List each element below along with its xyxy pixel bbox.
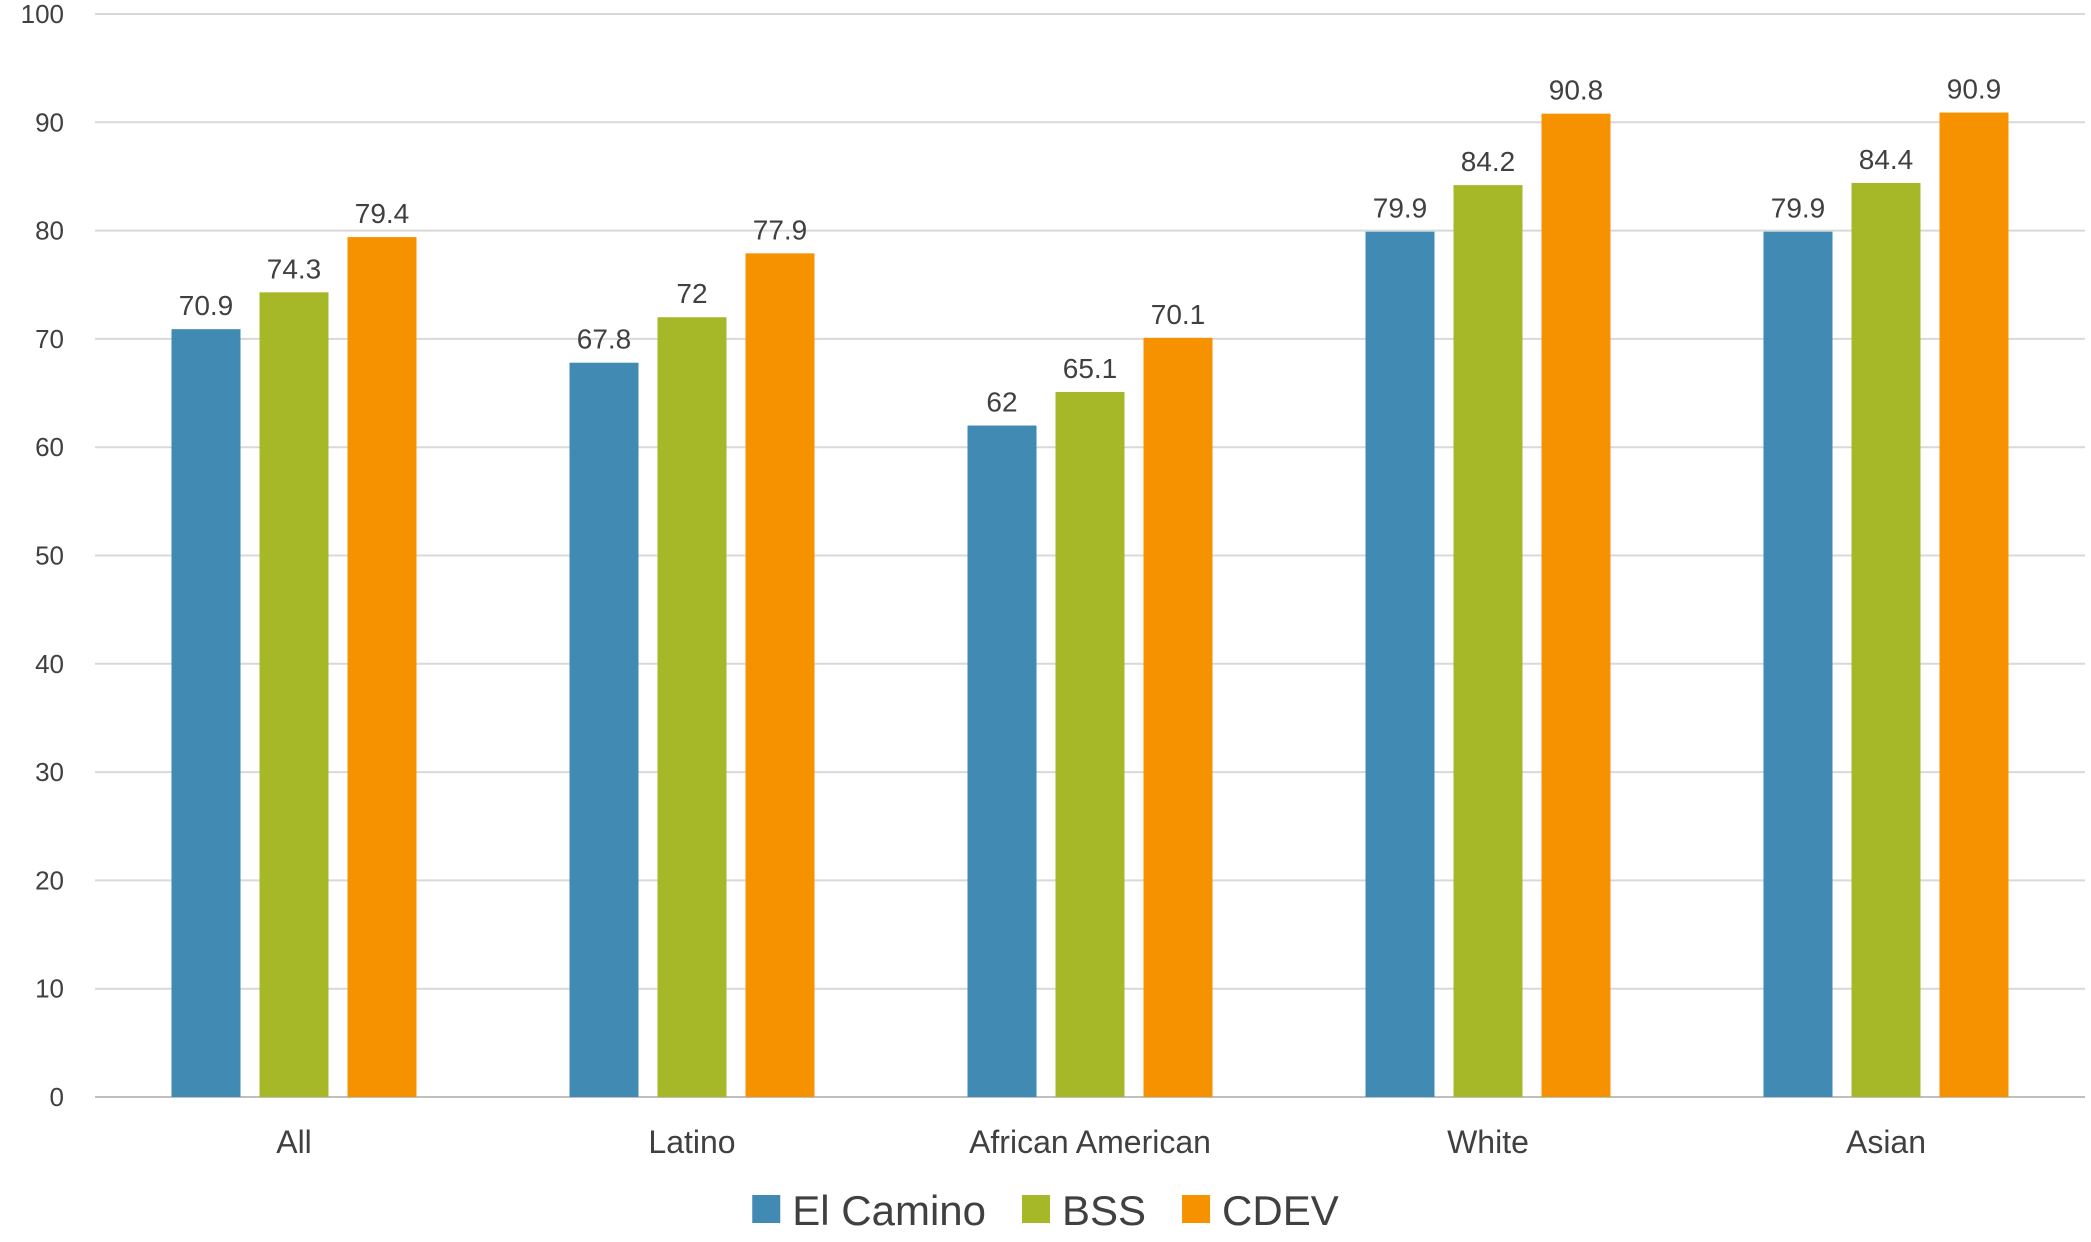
y-tick-label: 70 — [35, 324, 64, 354]
bar-cdev — [1541, 113, 1611, 1098]
bar-el-camino — [967, 425, 1037, 1097]
data-label: 70.1 — [1151, 299, 1206, 330]
data-label: 90.8 — [1549, 75, 1604, 106]
legend-label: CDEV — [1222, 1187, 1339, 1234]
category-label: White — [1447, 1124, 1529, 1160]
bar-cdev — [1939, 112, 2009, 1098]
data-label: 74.3 — [267, 253, 322, 284]
legend-label: BSS — [1062, 1187, 1146, 1234]
bar-bss — [1453, 185, 1523, 1097]
category-label: All — [276, 1124, 312, 1160]
bar-el-camino — [171, 329, 241, 1097]
y-tick-label: 10 — [35, 974, 64, 1004]
bar-bss — [259, 292, 329, 1097]
data-label: 67.8 — [577, 324, 632, 355]
data-label: 79.4 — [355, 198, 410, 229]
legend-swatch — [1022, 1195, 1050, 1223]
data-label: 77.9 — [753, 214, 808, 245]
x-axis-categories: All Latino African American White Asian — [276, 1124, 1926, 1160]
legend: El Camino BSS CDEV — [752, 1187, 1339, 1234]
y-tick-label: 80 — [35, 216, 64, 246]
bar-bss — [657, 317, 727, 1097]
y-tick-label: 60 — [35, 432, 64, 462]
y-tick-label: 20 — [35, 865, 64, 895]
y-tick-label: 90 — [35, 107, 64, 137]
bar-bss — [1055, 391, 1125, 1097]
bar-bss — [1851, 182, 1921, 1097]
bar-el-camino — [1763, 231, 1833, 1098]
bar-el-camino — [569, 362, 639, 1097]
bars — [171, 112, 2009, 1098]
legend-swatch — [752, 1195, 781, 1223]
y-tick-label: 100 — [21, 0, 64, 29]
data-label: 90.9 — [1947, 74, 2002, 105]
y-tick-label: 0 — [50, 1082, 64, 1112]
data-label: 79.9 — [1373, 193, 1428, 224]
bar-cdev — [347, 237, 417, 1097]
y-tick-label: 30 — [35, 757, 64, 787]
data-label: 62 — [986, 387, 1017, 418]
bar-cdev — [745, 253, 815, 1097]
legend-label: El Camino — [792, 1187, 986, 1234]
data-labels: 70.9 74.3 79.4 67.8 72 77.9 62 65.1 70.1 79.9 84.2… — [179, 74, 2002, 418]
data-label: 70.9 — [179, 290, 234, 321]
category-label: African American — [969, 1124, 1211, 1160]
category-label: Latino — [648, 1124, 735, 1160]
data-label: 72 — [676, 278, 707, 309]
data-label: 65.1 — [1063, 353, 1118, 384]
data-label: 79.9 — [1771, 193, 1826, 224]
y-axis-ticks: 0 10 20 30 40 50 60 70 80 90 100 — [21, 0, 64, 1112]
legend-swatch — [1182, 1195, 1211, 1223]
bar-cdev — [1143, 337, 1213, 1097]
category-label: Asian — [1846, 1124, 1926, 1160]
data-label: 84.4 — [1859, 144, 1914, 175]
bar-el-camino — [1365, 231, 1435, 1098]
y-tick-label: 40 — [35, 649, 64, 679]
y-tick-label: 50 — [35, 541, 64, 571]
data-label: 84.2 — [1461, 146, 1516, 177]
